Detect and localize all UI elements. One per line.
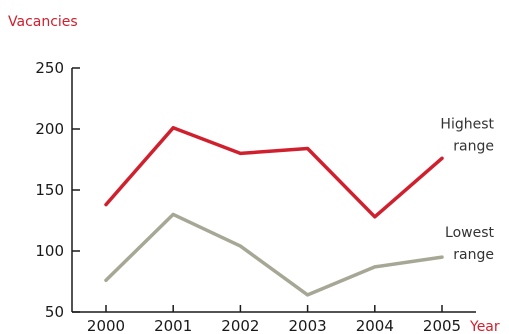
series-line-1 [104, 212, 444, 297]
y-axis-title: Vacancies [8, 14, 78, 30]
data-point [306, 293, 310, 297]
y-tick-label: 100 [35, 242, 64, 260]
y-tick-label: 250 [35, 59, 64, 77]
series-line-0 [104, 126, 444, 219]
x-tick-label: 2000 [87, 317, 125, 334]
x-tick-label: 2001 [154, 317, 192, 334]
series-label: range [453, 138, 494, 154]
x-tick-label: 2004 [356, 317, 394, 334]
data-point [104, 278, 108, 282]
series-label: Highest [440, 116, 494, 132]
data-point [440, 156, 444, 160]
data-point [306, 147, 310, 151]
y-tick-label: 50 [45, 303, 64, 321]
y-tick-label: 150 [35, 181, 64, 199]
data-point [440, 255, 444, 259]
x-tick-label: 2002 [221, 317, 259, 334]
series-label: Lowest [445, 225, 494, 241]
series-label: range [453, 247, 494, 263]
data-point [171, 212, 175, 216]
y-tick-label: 200 [35, 120, 64, 138]
data-point [373, 265, 377, 269]
data-point [238, 151, 242, 155]
data-point [373, 215, 377, 219]
data-point [104, 203, 108, 207]
x-tick-label: 2003 [289, 317, 327, 334]
data-point [238, 244, 242, 248]
x-tick-label: 2005 [423, 317, 461, 334]
x-axis-title: Year [469, 319, 500, 334]
data-point [171, 126, 175, 130]
